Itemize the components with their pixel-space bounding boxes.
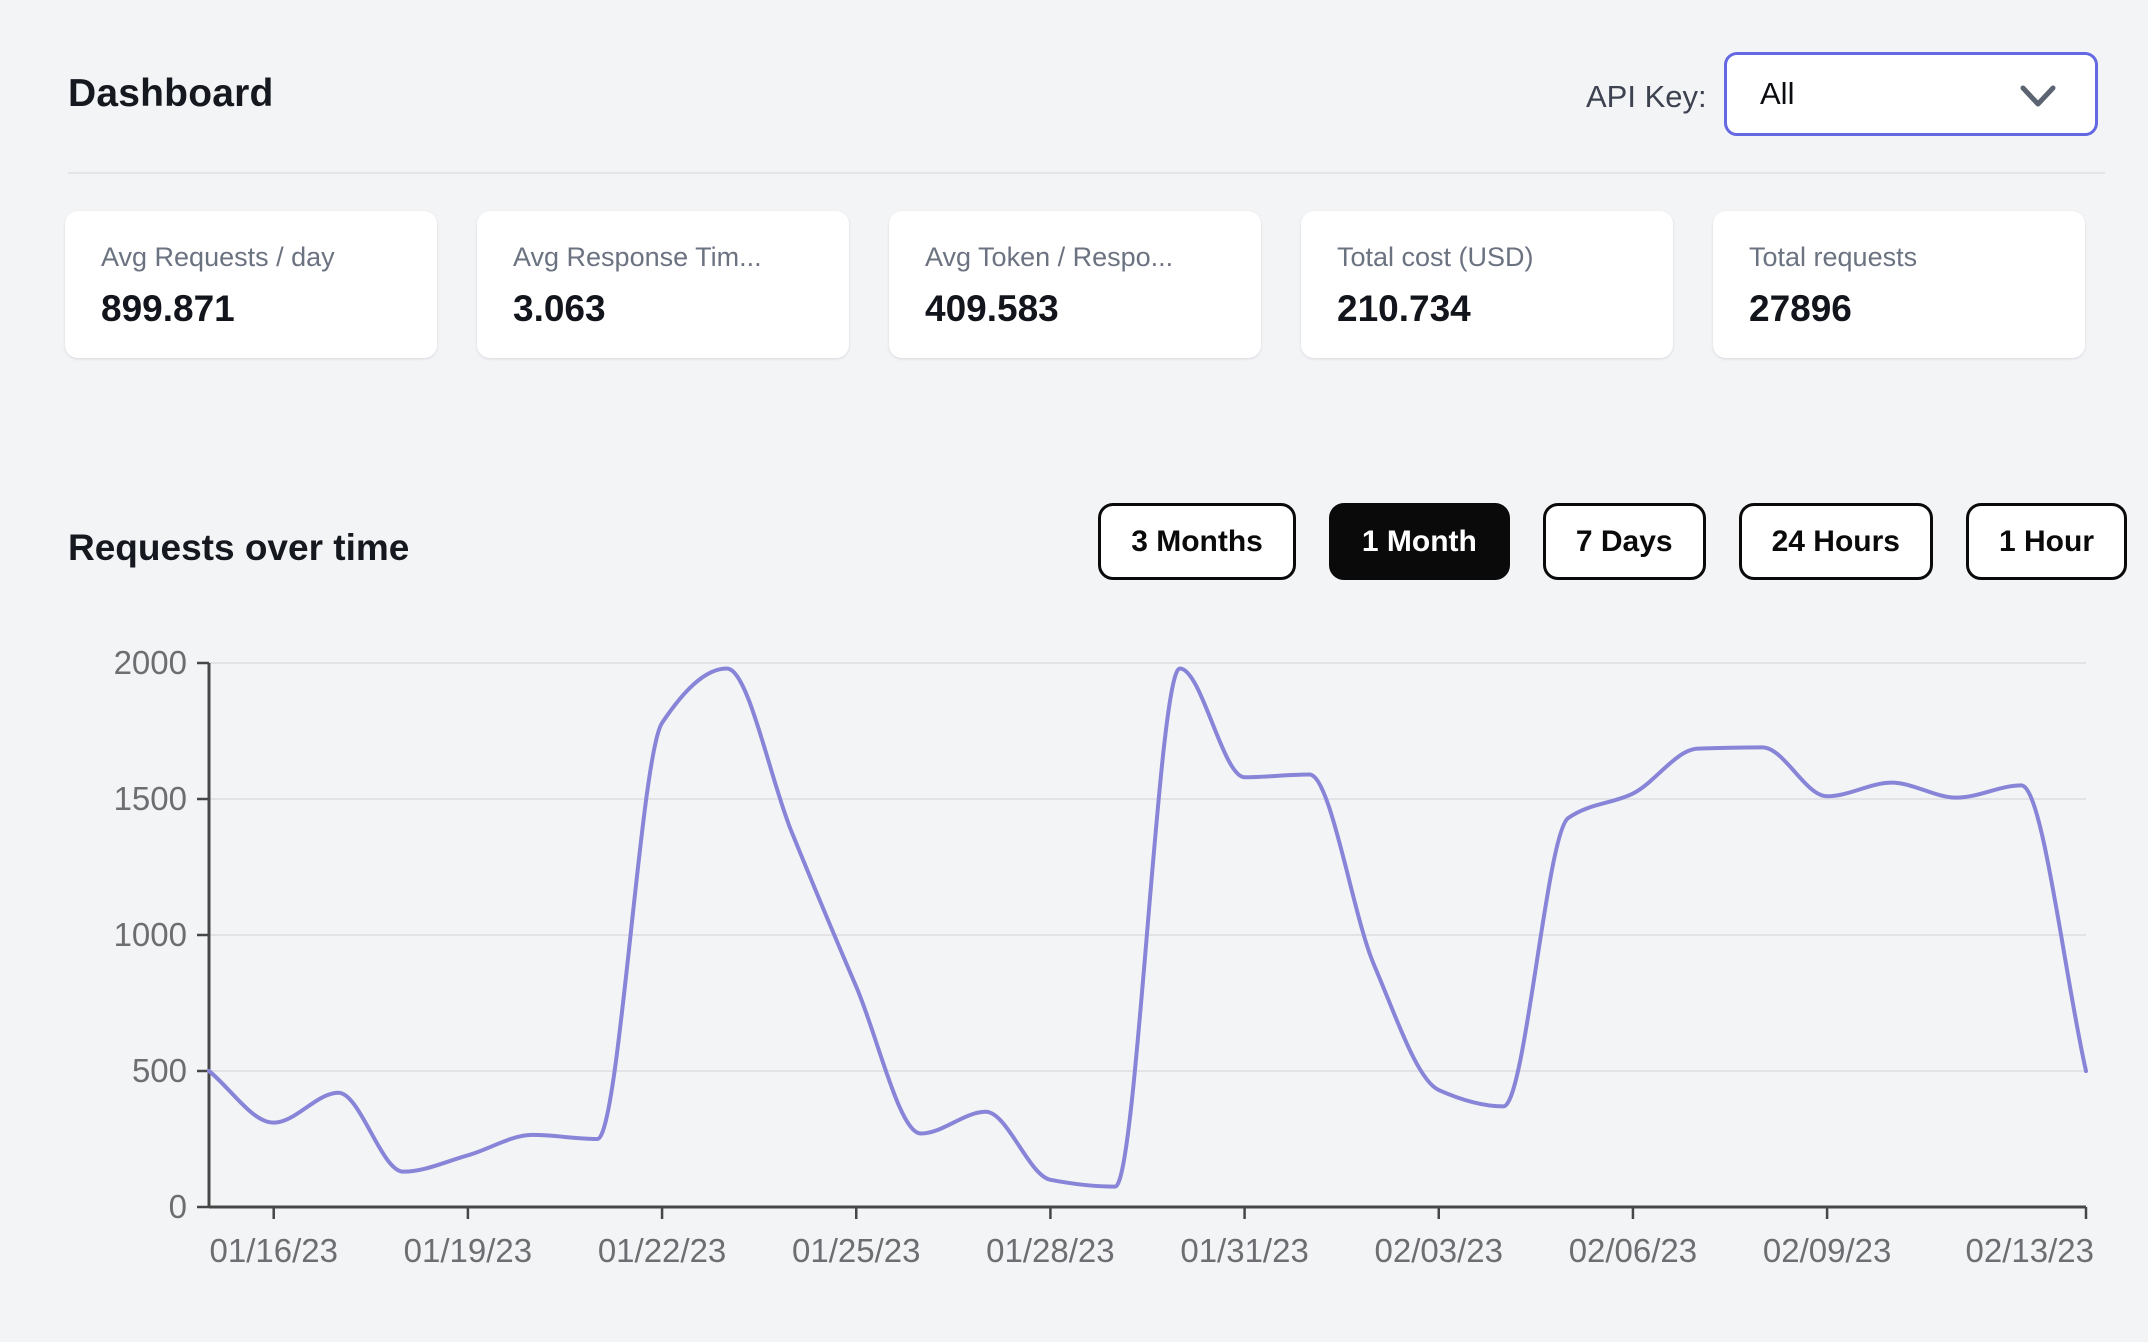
svg-text:01/19/23: 01/19/23 xyxy=(404,1232,532,1269)
stat-label: Avg Token / Respo... xyxy=(925,242,1174,272)
stat-card-total-requests: Total requests 27896 xyxy=(1713,211,2085,358)
svg-text:500: 500 xyxy=(132,1052,187,1089)
stat-value: 27896 xyxy=(1749,288,1852,329)
svg-text:01/16/23: 01/16/23 xyxy=(209,1232,337,1269)
range-button-7-days[interactable]: 7 Days xyxy=(1542,503,1706,580)
stat-card-avg-token-per-response: Avg Token / Respo... 409.583 xyxy=(889,211,1261,358)
svg-text:0: 0 xyxy=(169,1188,187,1225)
svg-text:1000: 1000 xyxy=(114,916,187,953)
api-key-label: API Key: xyxy=(1586,79,1707,114)
stat-label: Avg Requests / day xyxy=(101,242,335,272)
svg-text:01/25/23: 01/25/23 xyxy=(792,1232,920,1269)
line-chart-canvas: 0 500 1000 1500 2000 01/16/23 01/19/23 01/22/23… xyxy=(114,644,2094,1269)
chevron-down-icon xyxy=(2015,80,2061,119)
stat-value: 3.063 xyxy=(513,288,606,329)
range-button-3-months[interactable]: 3 Months xyxy=(1098,503,1296,580)
time-range-button-group: 3 Months 1 Month 7 Days 24 Hours 1 Hour xyxy=(1098,503,2127,580)
svg-text:1500: 1500 xyxy=(114,780,187,817)
range-button-24-hours[interactable]: 24 Hours xyxy=(1738,503,1933,580)
api-key-selected-value: All xyxy=(1760,76,1795,111)
stat-card-avg-response-time: Avg Response Tim... 3.063 xyxy=(477,211,849,358)
svg-text:02/09/23: 02/09/23 xyxy=(1763,1232,1891,1269)
svg-text:02/13/23: 02/13/23 xyxy=(1966,1232,2094,1269)
stat-label: Avg Response Tim... xyxy=(513,242,762,272)
range-button-1-hour[interactable]: 1 Hour xyxy=(1965,503,2127,580)
svg-text:02/03/23: 02/03/23 xyxy=(1375,1232,1503,1269)
svg-text:01/28/23: 01/28/23 xyxy=(986,1232,1114,1269)
page-title: Dashboard xyxy=(68,72,274,115)
stat-label: Total requests xyxy=(1749,242,1918,272)
stat-label: Total cost (USD) xyxy=(1337,242,1534,272)
stat-card-total-cost: Total cost (USD) 210.734 xyxy=(1301,211,1673,358)
stat-card-avg-requests-per-day: Avg Requests / day 899.871 xyxy=(65,211,437,358)
section-title: Requests over time xyxy=(68,527,410,568)
svg-text:01/31/23: 01/31/23 xyxy=(1180,1232,1308,1269)
requests-over-time-chart: 0 500 1000 1500 2000 01/16/23 01/19/23 01/22/23… xyxy=(0,630,2148,1342)
header-divider xyxy=(68,172,2105,174)
svg-text:2000: 2000 xyxy=(114,644,187,681)
stat-value: 210.734 xyxy=(1337,288,1471,329)
svg-text:01/22/23: 01/22/23 xyxy=(598,1232,726,1269)
stat-value: 899.871 xyxy=(101,288,235,329)
api-key-select[interactable]: All xyxy=(1724,52,2098,136)
stat-value: 409.583 xyxy=(925,288,1059,329)
range-button-1-month[interactable]: 1 Month xyxy=(1328,503,1510,580)
svg-text:02/06/23: 02/06/23 xyxy=(1569,1232,1697,1269)
